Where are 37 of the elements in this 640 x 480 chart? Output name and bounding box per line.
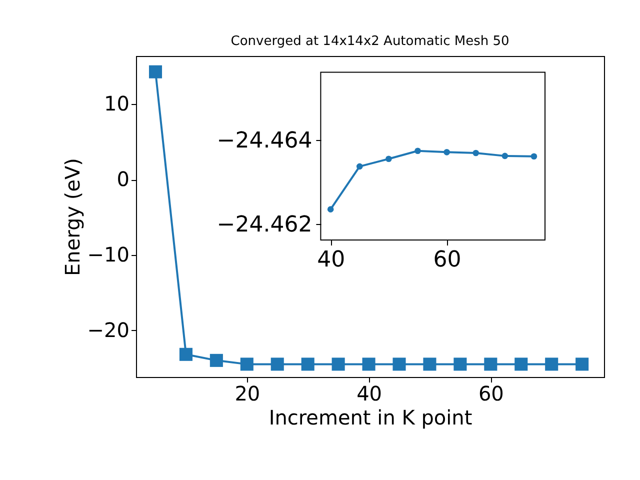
x-tick-label: 40 (317, 248, 346, 272)
x-tick-label: 60 (478, 382, 504, 406)
point (356, 163, 363, 170)
point (210, 354, 223, 367)
point (301, 358, 314, 371)
point (386, 156, 392, 162)
point (148, 65, 162, 78)
y-tick-label: −24.462 (216, 212, 312, 238)
x-tick-label: 40 (356, 382, 382, 406)
point (514, 358, 528, 371)
y-tick-label: −24.464 (216, 128, 312, 154)
point (414, 148, 421, 154)
point (270, 358, 284, 371)
y-tick-label: 10 (104, 92, 130, 116)
point (240, 358, 254, 371)
point (327, 206, 334, 212)
point (576, 358, 589, 371)
point (545, 358, 558, 371)
chart-title: Converged at 14x14x2 Automatic Mesh 50 (230, 34, 510, 49)
point (484, 358, 498, 371)
x-tick-label: 20 (234, 382, 260, 406)
point (179, 348, 192, 361)
y-tick-label: 0 (116, 167, 130, 192)
x-axis-title: Increment in K point (268, 406, 472, 430)
y-tick-label: −10 (87, 242, 130, 266)
point (332, 358, 345, 371)
point (444, 149, 450, 156)
point (530, 153, 538, 160)
point (472, 150, 480, 156)
point (423, 358, 436, 371)
point (454, 358, 467, 371)
y-tick-label: −20 (87, 318, 130, 342)
x-tick-label: 60 (433, 248, 462, 272)
point (502, 152, 508, 160)
y-axis-title: Energy (eV) (60, 158, 84, 276)
point (392, 358, 406, 371)
point (362, 358, 376, 371)
